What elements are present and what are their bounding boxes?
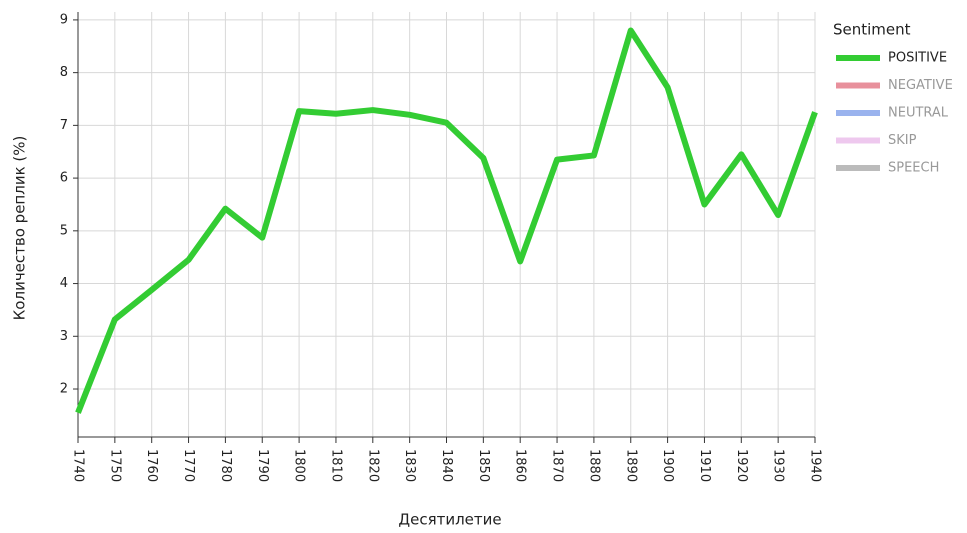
x-tick-label: 1760 <box>144 449 159 482</box>
x-tick-label: 1820 <box>365 449 380 482</box>
legend-label: SPEECH <box>888 161 939 176</box>
x-tick-label: 1940 <box>808 449 823 482</box>
legend-title: Sentiment <box>833 21 911 39</box>
x-axis-label: Десятилетие <box>398 511 501 529</box>
legend-label: NEGATIVE <box>888 78 953 93</box>
x-tick-label: 1900 <box>660 449 675 482</box>
x-tick-label: 1770 <box>181 449 196 482</box>
x-tick-label: 1930 <box>771 449 786 482</box>
x-tick-label: 1890 <box>623 449 638 482</box>
x-tick-label: 1830 <box>402 449 417 482</box>
y-tick-label: 5 <box>60 223 68 238</box>
x-tick-label: 1860 <box>513 449 528 482</box>
legend-label: NEUTRAL <box>888 106 949 121</box>
x-tick-label: 1750 <box>107 449 122 482</box>
y-tick-label: 8 <box>60 65 68 80</box>
y-tick-label: 2 <box>60 382 68 397</box>
y-axis-label: Количество реплик (%) <box>11 136 29 321</box>
legend-label: SKIP <box>888 133 917 148</box>
x-tick-label: 1800 <box>292 449 307 482</box>
x-tick-label: 1810 <box>328 449 343 482</box>
y-tick-label: 4 <box>60 276 68 291</box>
x-tick-label: 1850 <box>476 449 491 482</box>
y-tick-label: 3 <box>60 329 68 344</box>
x-tick-label: 1920 <box>734 449 749 482</box>
legend-label: POSITIVE <box>888 51 947 66</box>
x-tick-label: 1780 <box>218 449 233 482</box>
y-tick-label: 9 <box>60 12 68 27</box>
y-tick-label: 6 <box>60 171 68 186</box>
x-tick-label: 1790 <box>255 449 270 482</box>
x-tick-label: 1840 <box>439 449 454 482</box>
data-line <box>75 27 818 414</box>
y-tick-label: 7 <box>60 118 68 133</box>
x-tick-label: 1880 <box>586 449 601 482</box>
x-tick-label: 1910 <box>697 449 712 482</box>
x-tick-label: 1740 <box>71 449 86 482</box>
x-tick-label: 1870 <box>550 449 565 482</box>
